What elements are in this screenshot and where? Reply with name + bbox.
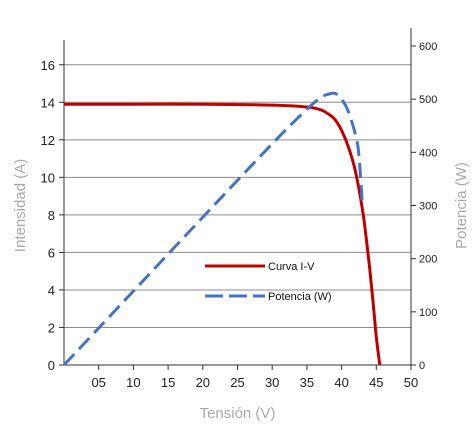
left-tick-label: 2 bbox=[48, 320, 55, 335]
right-tick-label: 600 bbox=[419, 41, 437, 53]
right-tick-label: 100 bbox=[419, 307, 437, 319]
left-tick-label: 0 bbox=[48, 358, 55, 373]
x-tick-label: 20 bbox=[196, 375, 210, 390]
left-tick-label: 6 bbox=[48, 245, 55, 260]
x-tick-label: 15 bbox=[161, 375, 175, 390]
x-tick-label: 30 bbox=[265, 375, 279, 390]
left-tick-label: 4 bbox=[48, 283, 55, 298]
right-tick-label: 500 bbox=[419, 94, 437, 106]
right-y-axis-title: Potencia (W) bbox=[453, 162, 470, 249]
x-tick-label: 35 bbox=[300, 375, 314, 390]
gridlines bbox=[64, 64, 411, 328]
x-tick-label: 25 bbox=[230, 375, 244, 390]
legend-label-curva-iv: Curva I-V bbox=[268, 261, 315, 273]
x-tick-label: 50 bbox=[404, 375, 418, 390]
left-y-axis-title: Intensidad (A) bbox=[12, 159, 29, 252]
legend-label-potencia: Potencia (W) bbox=[268, 291, 332, 303]
left-tick-label: 8 bbox=[48, 208, 55, 223]
left-tick-label: 14 bbox=[41, 95, 55, 110]
x-axis-title: Tensión (V) bbox=[200, 405, 276, 422]
left-tick-label: 10 bbox=[41, 170, 55, 185]
right-tick-label: 0 bbox=[419, 360, 425, 372]
series-line-potencia bbox=[62, 91, 364, 367]
x-tick-label: 45 bbox=[369, 375, 383, 390]
left-tick-label: 16 bbox=[41, 58, 55, 73]
right-tick-label: 400 bbox=[419, 147, 437, 159]
left-tick-label: 12 bbox=[41, 133, 55, 148]
legend: Curva I-V Potencia (W) bbox=[205, 261, 332, 303]
right-tick-label: 300 bbox=[419, 201, 437, 213]
axes bbox=[59, 28, 416, 370]
series-line-curva-iv bbox=[64, 102, 382, 366]
right-tick-label: 200 bbox=[419, 254, 437, 266]
series-lines bbox=[62, 91, 382, 367]
x-tick-label: 05 bbox=[91, 375, 105, 390]
tick-labels: 0 2 4 6 8 10 12 14 16 0 100 200 300 400 500 600 05 10 15 20… bbox=[41, 41, 438, 390]
x-tick-label: 10 bbox=[126, 375, 140, 390]
x-tick-label: 40 bbox=[334, 375, 348, 390]
